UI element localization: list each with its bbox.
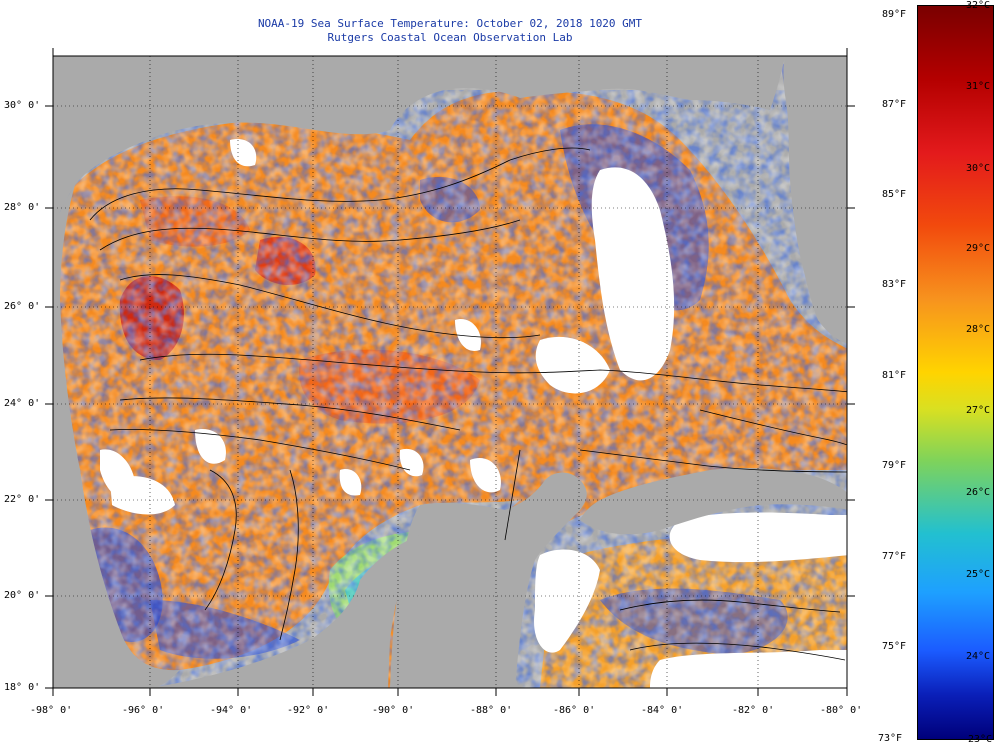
fahrenheit-label: 89°F xyxy=(882,9,907,20)
lon-label: -80° 0' xyxy=(820,705,863,716)
lon-label: -90° 0' xyxy=(372,705,415,716)
bathymetry-contours xyxy=(89,147,847,661)
fahrenheit-label: 85°F xyxy=(882,189,907,200)
lon-label: -88° 0' xyxy=(470,705,513,716)
sst-map xyxy=(45,48,855,696)
celsius-label: 28°C xyxy=(966,324,991,335)
celsius-label: 24°C xyxy=(966,651,991,662)
lon-label: -94° 0' xyxy=(210,705,253,716)
lat-label: 24° 0' xyxy=(4,398,41,409)
celsius-label: 31°C xyxy=(966,81,991,92)
fahrenheit-label: 79°F xyxy=(882,460,907,471)
lon-label: -84° 0' xyxy=(641,705,684,716)
lat-label: 22° 0' xyxy=(4,494,41,505)
lon-label: -98° 0' xyxy=(30,705,73,716)
celsius-label: 30°C xyxy=(966,163,991,174)
landmass xyxy=(53,56,847,688)
map-frame xyxy=(52,55,848,689)
celsius-label: 27°C xyxy=(966,405,991,416)
fahrenheit-label: 73°F xyxy=(878,733,903,744)
fahrenheit-label: 87°F xyxy=(882,99,907,110)
celsius-label: 26°C xyxy=(966,487,991,498)
celsius-label: 32°C xyxy=(966,0,991,11)
map-subtitle: Rutgers Coastal Ocean Observation Lab xyxy=(327,31,573,44)
temperature-colorbar xyxy=(917,5,994,740)
celsius-label: 23°C xyxy=(968,734,993,745)
celsius-label: 25°C xyxy=(966,569,991,580)
lat-label: 20° 0' xyxy=(4,590,41,601)
lon-label: -82° 0' xyxy=(732,705,775,716)
lat-label: 26° 0' xyxy=(4,301,41,312)
lat-label: 18° 0' xyxy=(4,682,41,693)
graticule xyxy=(53,56,847,688)
fahrenheit-label: 75°F xyxy=(882,641,907,652)
lon-label: -92° 0' xyxy=(287,705,330,716)
fahrenheit-label: 83°F xyxy=(882,279,907,290)
map-title: NOAA-19 Sea Surface Temperature: October… xyxy=(257,17,643,30)
tick-marks xyxy=(45,48,855,696)
lat-label: 30° 0' xyxy=(4,100,41,111)
lon-label: -96° 0' xyxy=(122,705,165,716)
celsius-label: 29°C xyxy=(966,243,991,254)
lon-label: -86° 0' xyxy=(553,705,596,716)
fahrenheit-label: 77°F xyxy=(882,551,907,562)
lat-label: 28° 0' xyxy=(4,202,41,213)
fahrenheit-label: 81°F xyxy=(882,370,907,381)
